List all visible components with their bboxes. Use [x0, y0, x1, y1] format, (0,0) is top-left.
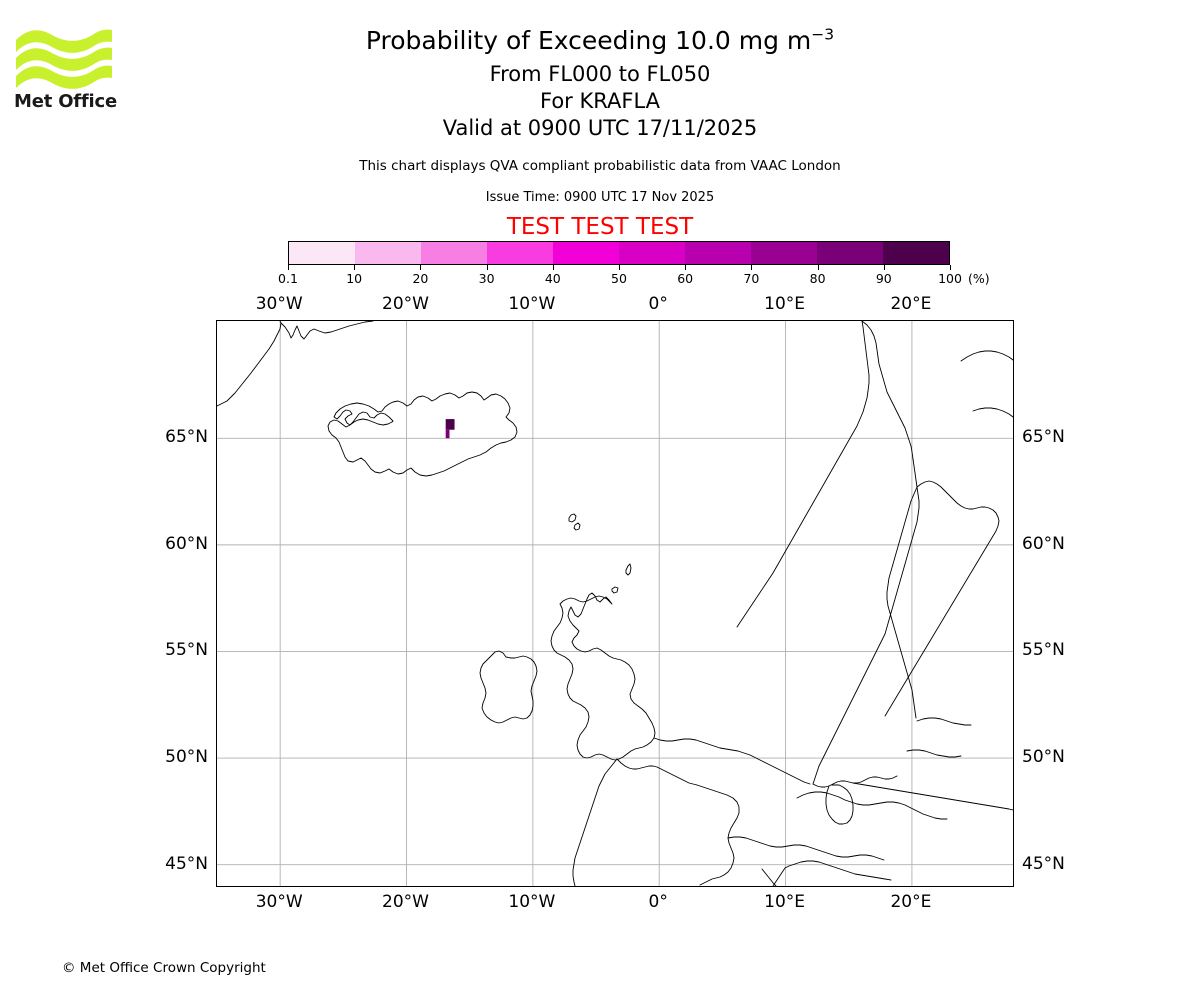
colorbar-band-8	[817, 242, 883, 264]
lon-tick-label-bottom-10°W: 10°W	[508, 892, 556, 912]
colorbar-tick-40	[552, 265, 554, 270]
lat-tick-label-left-45°N: 45°N	[165, 853, 208, 874]
colorbar-band-2	[421, 242, 487, 264]
qva-note: This chart displays QVA compliant probab…	[359, 158, 841, 174]
chart-title-exponent: −3	[811, 25, 835, 44]
colorbar-tick-label-80: 80	[809, 271, 826, 286]
lon-tick-label-top-20°W: 20°W	[382, 294, 429, 314]
colorbar-tick-20	[420, 265, 422, 270]
lat-tick-label-right-65°N: 65°N	[1022, 427, 1065, 448]
map-gridlines	[217, 321, 1013, 886]
test-banner: TEST TEST TEST	[506, 214, 694, 240]
map-canvas	[217, 321, 1013, 886]
lon-tick-label-top-0°: 0°	[648, 294, 668, 314]
colorbar-units-label: (%)	[968, 271, 990, 286]
ash-cell-0	[445, 419, 455, 430]
colorbar-tick-30	[486, 265, 488, 270]
colorbar-tick-label-20: 20	[412, 271, 429, 286]
colorbar-tick-label-0.1: 0.1	[278, 271, 298, 286]
lon-tick-label-top-10°E: 10°E	[764, 294, 805, 314]
lon-tick-label-bottom-20°E: 20°E	[890, 892, 932, 912]
lat-tick-label-left-55°N: 55°N	[165, 640, 208, 661]
colorbar-tick-70	[751, 265, 753, 270]
colorbar-tick-label-100: 100	[938, 271, 962, 286]
lon-tick-label-top-10°W: 10°W	[508, 294, 556, 314]
colorbar-band-6	[685, 242, 751, 264]
colorbar-tick-label-50: 50	[611, 271, 627, 286]
colorbar-band-7	[751, 242, 817, 264]
colorbar-band-3	[487, 242, 553, 264]
lat-tick-label-left-60°N: 60°N	[165, 533, 208, 554]
lon-tick-label-bottom-0°: 0°	[648, 892, 668, 912]
lat-tick-label-left-65°N: 65°N	[165, 427, 208, 448]
lon-tick-label-bottom-10°E: 10°E	[764, 892, 805, 912]
met-office-wave-mark	[16, 29, 112, 89]
colorbar-tick-label-90: 90	[875, 271, 892, 286]
colorbar-band-1	[355, 242, 421, 264]
colorbar-tick-label-10: 10	[346, 271, 363, 286]
lat-tick-label-right-45°N: 45°N	[1022, 853, 1065, 874]
ash-cell-1	[445, 429, 450, 439]
copyright-notice: © Met Office Crown Copyright	[62, 960, 266, 976]
colorbar-tick-label-30: 30	[478, 271, 495, 286]
lon-tick-label-top-20°E: 20°E	[890, 294, 932, 314]
colorbar-tick-80	[817, 265, 819, 270]
issue-time: Issue Time: 0900 UTC 17 Nov 2025	[485, 190, 715, 205]
valid-time: Valid at 0900 UTC 17/11/2025	[442, 116, 758, 140]
colorbar-tick-100	[950, 265, 951, 270]
colorbar-band-5	[619, 242, 685, 264]
lat-tick-label-right-55°N: 55°N	[1022, 640, 1065, 661]
lat-tick-label-right-50°N: 50°N	[1022, 747, 1065, 768]
colorbar-tick-60	[685, 265, 687, 270]
lon-tick-label-bottom-30°W: 30°W	[255, 892, 303, 912]
colorbar-band-4	[553, 242, 619, 264]
colorbar-tick-0.1	[288, 265, 289, 270]
met-office-logo	[14, 26, 114, 114]
flight-level-range: From FL000 to FL050	[489, 62, 711, 86]
map-plot-area[interactable]	[216, 320, 1014, 887]
colorbar-tick-50	[619, 265, 620, 270]
chart-title-text: Probability of Exceeding 10.0 mg m	[365, 26, 812, 55]
lat-tick-label-right-60°N: 60°N	[1022, 533, 1065, 554]
lon-tick-label-bottom-20°W: 20°W	[382, 892, 429, 912]
colorbar-tick-label-40: 40	[544, 271, 561, 286]
colorbar-band-0	[289, 242, 355, 264]
ash-probability-cells	[445, 419, 455, 439]
colorbar-tick-90	[883, 265, 885, 270]
lon-tick-label-top-30°W: 30°W	[255, 294, 303, 314]
map-coastlines	[217, 321, 1013, 886]
probability-colorbar: 0.1 10 20 30 40 50 60 70 80 90 100	[278, 241, 962, 286]
colorbar-tick-label-60: 60	[677, 271, 694, 286]
lat-tick-label-left-50°N: 50°N	[165, 747, 208, 768]
volcano-name: For KRAFLA	[540, 89, 660, 113]
met-office-logo-text: Met Office	[14, 91, 118, 112]
chart-title: Probability of Exceeding 10.0 mg m−3	[0, 26, 1200, 55]
colorbar-band-9	[883, 242, 949, 264]
colorbar-gradient	[288, 241, 950, 265]
colorbar-tick-10	[354, 265, 356, 270]
colorbar-tick-label-70: 70	[743, 271, 760, 286]
